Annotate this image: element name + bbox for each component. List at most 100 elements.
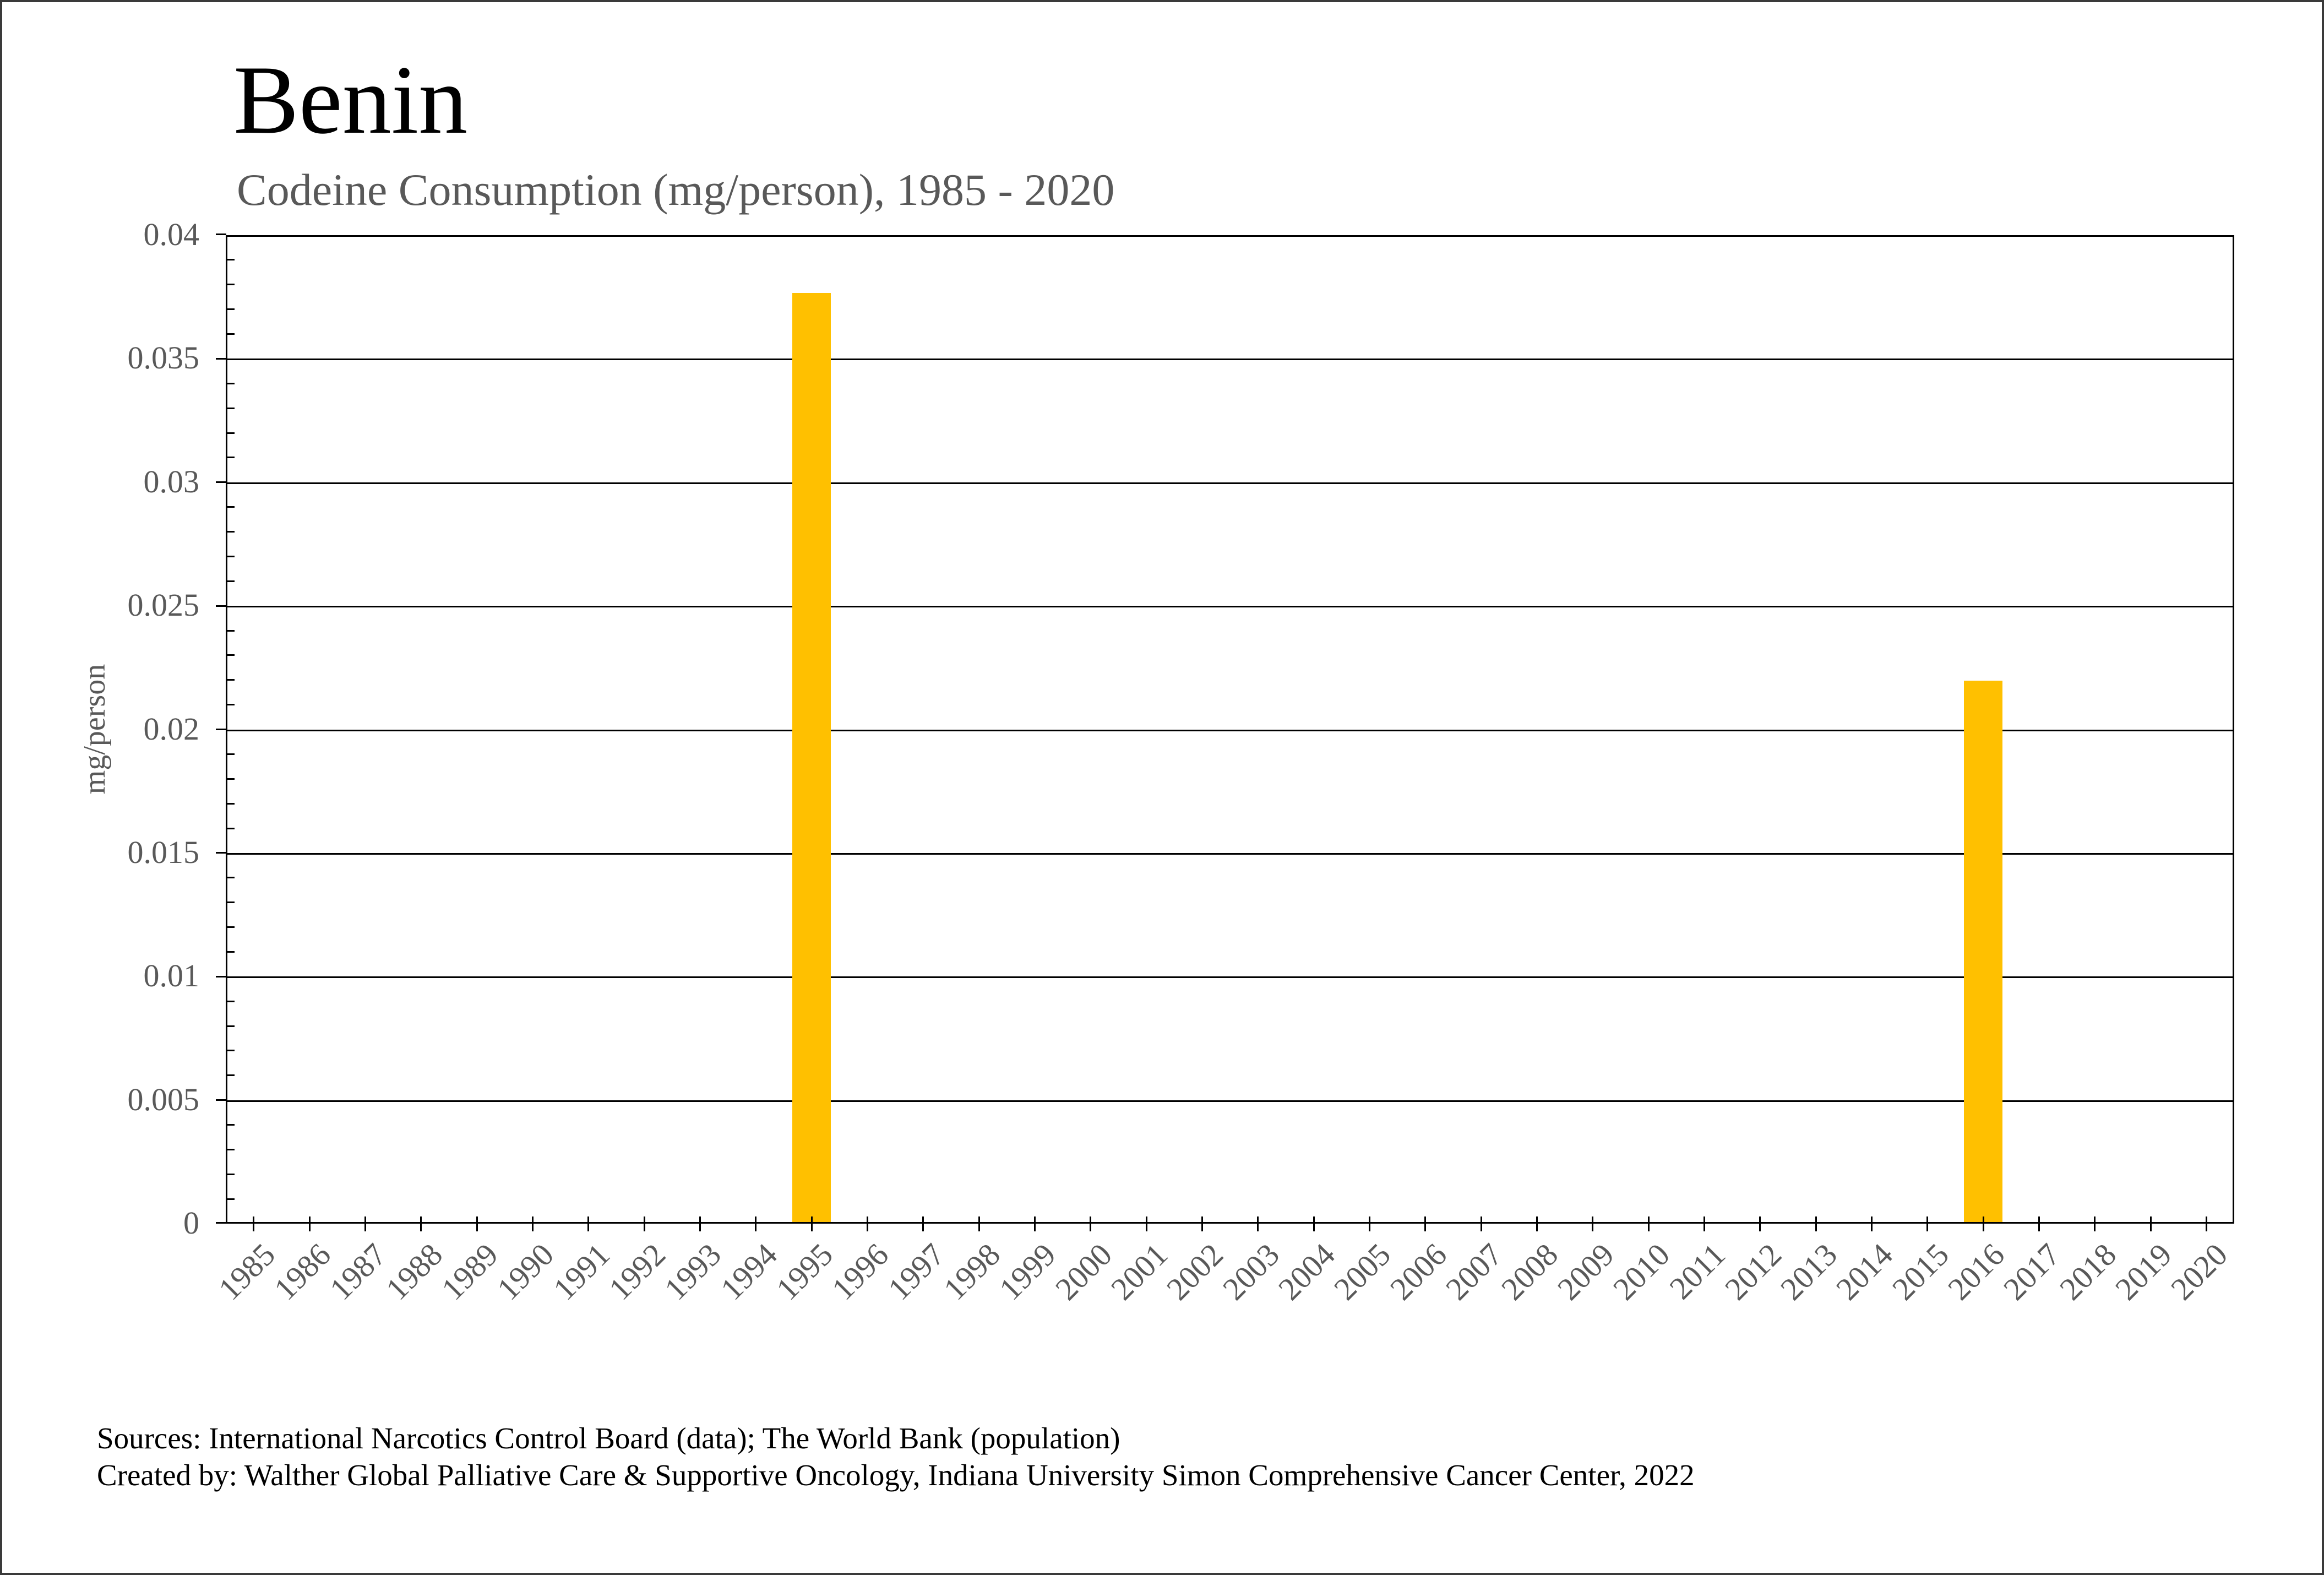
x-tick-label-2012: 2012	[1717, 1236, 1788, 1307]
x-tick-label-1987: 1987	[323, 1236, 394, 1307]
y-major-tick-0	[216, 1222, 226, 1224]
x-tick-label-1986: 1986	[267, 1236, 338, 1307]
y-tick-label-0.005: 0.005	[127, 1081, 200, 1117]
x-tick-label-2006: 2006	[1383, 1236, 1454, 1307]
x-tick-label-1999: 1999	[992, 1236, 1063, 1307]
x-tick-1992	[643, 1216, 645, 1231]
x-tick-1993	[699, 1216, 701, 1231]
y-minor-tick	[227, 1074, 235, 1077]
x-tick-2018	[2094, 1216, 2096, 1231]
y-minor-tick	[227, 308, 235, 311]
x-tick-1985	[253, 1216, 255, 1231]
x-tick-label-1990: 1990	[490, 1236, 561, 1307]
x-tick-2014	[1870, 1216, 1873, 1231]
y-minor-tick	[227, 580, 235, 582]
x-tick-2008	[1536, 1216, 1538, 1231]
y-minor-tick	[227, 1124, 235, 1126]
y-major-tick-0.04	[216, 233, 226, 235]
y-minor-tick	[227, 1148, 235, 1150]
y-major-tick-0.015	[216, 852, 226, 854]
x-tick-2003	[1257, 1216, 1259, 1231]
y-minor-tick	[227, 778, 235, 780]
x-tick-label-2020: 2020	[2164, 1236, 2235, 1307]
y-tick-label-0.03: 0.03	[143, 463, 200, 499]
x-tick-label-2016: 2016	[1941, 1236, 2012, 1307]
bar-2016	[1963, 681, 2003, 1222]
x-tick-label-2004: 2004	[1271, 1236, 1342, 1307]
y-minor-tick	[227, 259, 235, 261]
x-tick-label-2005: 2005	[1327, 1236, 1398, 1307]
footer-sources-line: Sources: International Narcotics Control…	[97, 1421, 1120, 1455]
y-minor-tick	[227, 901, 235, 904]
x-tick-label-1998: 1998	[937, 1236, 1008, 1307]
x-tick-label-2001: 2001	[1104, 1236, 1175, 1307]
x-tick-label-2013: 2013	[1773, 1236, 1844, 1307]
x-tick-label-1991: 1991	[546, 1236, 617, 1307]
y-minor-tick	[227, 951, 235, 953]
gridline-0.025	[227, 606, 2233, 608]
x-tick-2011	[1703, 1216, 1705, 1231]
x-tick-label-2007: 2007	[1439, 1236, 1510, 1307]
x-tick-2020	[2205, 1216, 2207, 1231]
y-major-tick-0.02	[216, 729, 226, 730]
y-minor-tick	[227, 654, 235, 656]
x-tick-1995	[810, 1216, 813, 1231]
y-major-tick-0.035	[216, 357, 226, 360]
gridline-0.01	[227, 976, 2233, 979]
x-tick-1998	[978, 1216, 980, 1231]
x-tick-1988	[420, 1216, 422, 1231]
y-minor-tick	[227, 629, 235, 632]
x-tick-2006	[1424, 1216, 1427, 1231]
y-minor-tick	[227, 877, 235, 879]
x-tick-1989	[476, 1216, 478, 1231]
x-tick-label-1985: 1985	[211, 1236, 282, 1307]
footer: Sources: International Narcotics Control…	[97, 1420, 1695, 1493]
y-tick-label-0.035: 0.035	[127, 340, 200, 376]
y-major-tick-0.01	[216, 975, 226, 977]
y-minor-tick	[227, 555, 235, 557]
x-tick-1987	[364, 1216, 366, 1231]
x-tick-2010	[1647, 1216, 1650, 1231]
y-minor-tick	[227, 753, 235, 755]
x-tick-1991	[587, 1216, 590, 1231]
x-tick-1999	[1033, 1216, 1036, 1231]
y-minor-tick	[227, 432, 235, 434]
footer-credit-line: Created by: Walther Global Palliative Ca…	[97, 1458, 1695, 1492]
y-minor-tick	[227, 407, 235, 409]
x-tick-label-2017: 2017	[1996, 1236, 2067, 1307]
x-tick-2013	[1815, 1216, 1817, 1231]
x-tick-2005	[1368, 1216, 1370, 1231]
x-tick-label-2009: 2009	[1550, 1236, 1621, 1307]
gridline-0.03	[227, 482, 2233, 484]
y-tick-label-0.015: 0.015	[127, 834, 200, 870]
y-major-tick-0.03	[216, 481, 226, 484]
x-tick-2002	[1201, 1216, 1203, 1231]
x-tick-2001	[1145, 1216, 1147, 1231]
y-minor-tick	[227, 1050, 235, 1052]
y-minor-tick	[227, 1025, 235, 1027]
y-minor-tick	[227, 1173, 235, 1175]
x-tick-label-1995: 1995	[769, 1236, 840, 1307]
x-tick-label-1989: 1989	[434, 1236, 505, 1307]
x-tick-label-2002: 2002	[1160, 1236, 1231, 1307]
x-tick-2015	[1926, 1216, 1929, 1231]
x-tick-label-2019: 2019	[2108, 1236, 2179, 1307]
x-tick-label-2010: 2010	[1606, 1236, 1677, 1307]
y-tick-label-0: 0	[183, 1204, 199, 1241]
chart-title: Benin	[233, 45, 468, 154]
x-tick-label-2011: 2011	[1662, 1236, 1733, 1306]
y-tick-label-0.04: 0.04	[143, 216, 200, 252]
y-tick-label-0.025: 0.025	[127, 586, 200, 623]
gridline-0.02	[227, 729, 2233, 731]
y-minor-tick	[227, 506, 235, 508]
y-minor-tick	[227, 1198, 235, 1200]
x-tick-2012	[1759, 1216, 1761, 1231]
x-tick-1997	[922, 1216, 924, 1231]
x-tick-2007	[1480, 1216, 1482, 1231]
x-tick-label-1994: 1994	[713, 1236, 784, 1307]
x-tick-label-1996: 1996	[825, 1236, 896, 1307]
y-minor-tick	[227, 284, 235, 286]
x-tick-label-1993: 1993	[657, 1236, 728, 1307]
x-tick-1996	[866, 1216, 868, 1231]
x-tick-2017	[2038, 1216, 2040, 1231]
